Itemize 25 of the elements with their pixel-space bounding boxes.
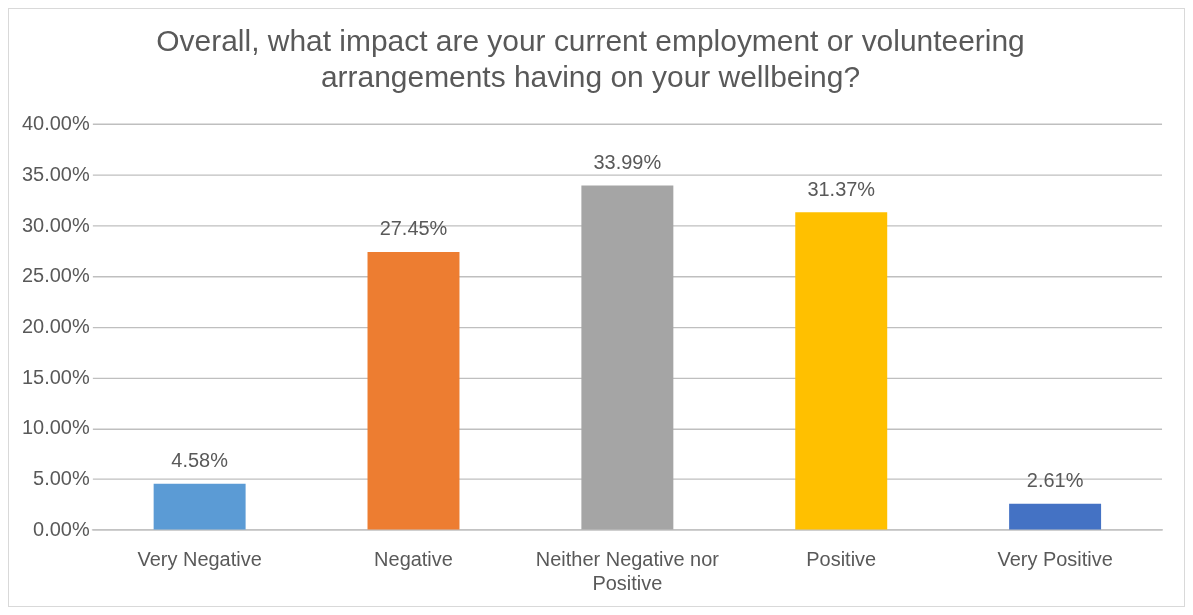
y-tick-label: 0.00% [33, 517, 90, 540]
y-tick-label: 10.00% [22, 416, 90, 439]
bar [795, 212, 888, 530]
x-tick-label: Very Positive [997, 547, 1113, 570]
y-tick-label: 35.00% [22, 162, 90, 185]
x-tick-label: Very Negative [137, 547, 262, 570]
y-tick-label: 5.00% [33, 467, 90, 490]
y-tick-label: 20.00% [22, 314, 90, 337]
data-label: 31.37% [807, 177, 876, 200]
x-tick-label: Neither Negative nor Positive [535, 547, 720, 594]
data-label: 4.58% [171, 449, 229, 472]
bar [153, 483, 246, 530]
bar [367, 251, 460, 530]
data-label: 33.99% [593, 151, 662, 174]
data-label: 27.45% [379, 217, 448, 240]
y-tick-label: 30.00% [22, 213, 90, 236]
x-tick-label: Negative [374, 547, 453, 570]
y-tick-label: 40.00% [22, 112, 90, 135]
chart-title: Overall, what impact are your current employment or volunteering arrangements having on your wellbeing? [156, 24, 1025, 93]
bar [1009, 503, 1102, 530]
y-tick-label: 15.00% [22, 365, 90, 388]
bar [581, 185, 674, 530]
x-tick-label: Positive [806, 547, 877, 570]
data-label: 2.61% [1026, 469, 1084, 492]
y-tick-label: 25.00% [22, 264, 90, 287]
